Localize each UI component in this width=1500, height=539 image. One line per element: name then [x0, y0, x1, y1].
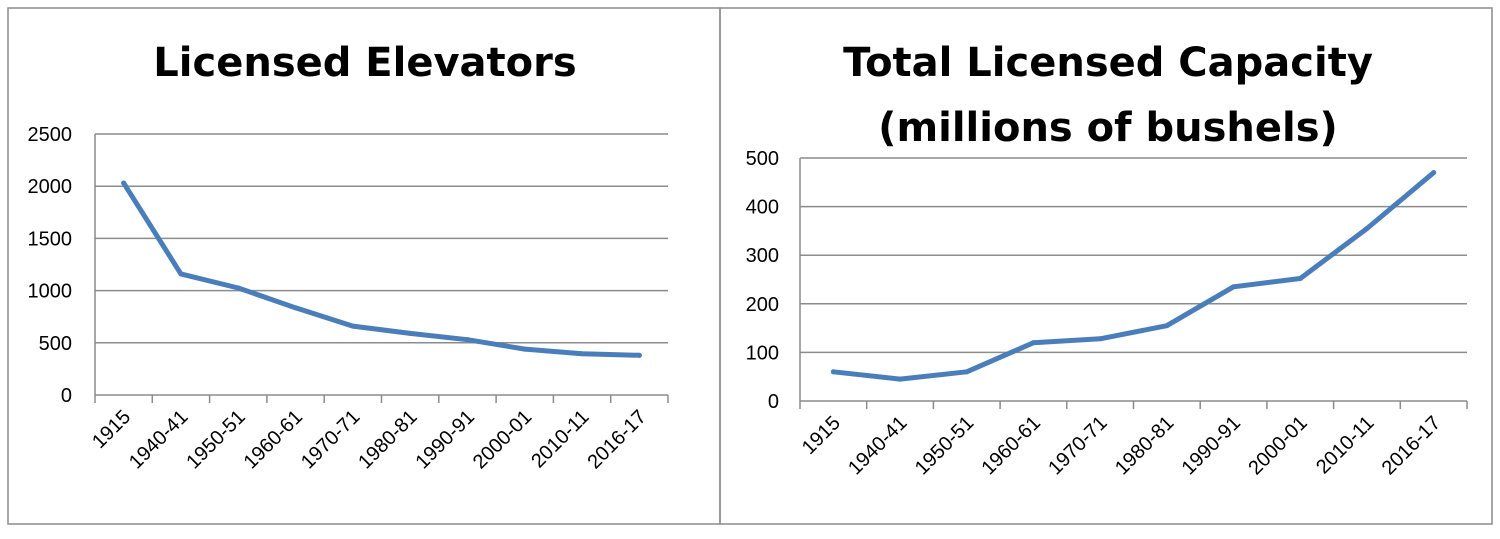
x-tick-label: 2000-01 [469, 406, 536, 473]
x-tick-label: 1950-51 [182, 406, 249, 473]
data-point-1970-71 [1097, 336, 1103, 342]
y-tick-label: 1000 [28, 281, 73, 303]
y-tick-label: 0 [768, 391, 779, 413]
chart-total-licensed-capacity: Total Licensed Capacity (millions of bush… [746, 40, 1468, 479]
data-point-2000-01 [1297, 276, 1303, 282]
x-tick-label: 2000-01 [1244, 412, 1311, 479]
x-tick-label: 1940-41 [844, 412, 911, 479]
x-tick-label: 1960-61 [240, 406, 307, 473]
x-tick-label: 1950-51 [911, 412, 978, 479]
y-tick-label: 2500 [28, 124, 73, 146]
data-point-1915 [830, 369, 836, 375]
x-tick-label: 2016-17 [1378, 412, 1445, 479]
x-tick-label: 1960-61 [978, 412, 1045, 479]
data-point-1960-61 [1030, 340, 1036, 346]
y-tick-label: 500 [39, 333, 72, 355]
data-point-1970-71 [350, 323, 356, 329]
data-point-2016-17 [1431, 170, 1437, 176]
y-tick-label: 100 [746, 342, 779, 364]
x-tick-label: 1915 [88, 406, 135, 453]
data-point-2016-17 [636, 352, 642, 358]
y-tick-label: 1500 [28, 228, 73, 250]
x-tick-label: 1915 [798, 412, 845, 459]
x-tick-label: 2010-11 [527, 406, 593, 472]
chart-title-line-1: Total Licensed Capacity [843, 40, 1373, 86]
x-tick-label: 1980-81 [1111, 412, 1178, 479]
x-tick-label: 1970-71 [1044, 412, 1111, 479]
y-tick-label: 0 [61, 385, 72, 407]
x-tick-label: 1970-71 [297, 406, 364, 473]
chart-title: Licensed Elevators [153, 40, 576, 86]
y-tick-label: 500 [746, 148, 779, 170]
x-tick-label: 1980-81 [354, 406, 421, 473]
data-point-2010-11 [579, 351, 585, 357]
data-point-2010-11 [1364, 225, 1370, 231]
data-point-1980-81 [1164, 323, 1170, 329]
data-point-2000-01 [522, 346, 528, 352]
chart-title-line-2: (millions of bushels) [878, 105, 1338, 151]
x-tick-label: 1990-91 [1178, 412, 1245, 479]
x-tick-label: 2016-17 [583, 406, 650, 473]
x-tick-label: 1990-91 [412, 406, 479, 473]
y-tick-label: 200 [746, 294, 779, 316]
data-point-1980-81 [407, 330, 413, 336]
series-line [830, 170, 1437, 382]
panel-border-capacity [719, 7, 1493, 525]
series-line [121, 180, 642, 358]
data-point-1940-41 [178, 271, 184, 277]
x-tick-label: 1940-41 [125, 406, 192, 473]
data-point-1990-91 [1231, 284, 1237, 290]
data-point-1950-51 [964, 369, 970, 375]
x-tick-label: 2010-11 [1312, 412, 1378, 478]
y-tick-label: 400 [746, 197, 779, 219]
y-tick-label: 2000 [28, 176, 73, 198]
data-point-1960-61 [293, 305, 299, 311]
data-point-1990-91 [464, 337, 470, 343]
data-point-1915 [121, 180, 127, 186]
data-point-1940-41 [897, 376, 903, 382]
chart-licensed-elevators: Licensed Elevators 0 500 1000 1500 2000 2500 19… [28, 40, 669, 473]
y-tick-label: 300 [746, 245, 779, 267]
data-point-1950-51 [235, 285, 241, 291]
